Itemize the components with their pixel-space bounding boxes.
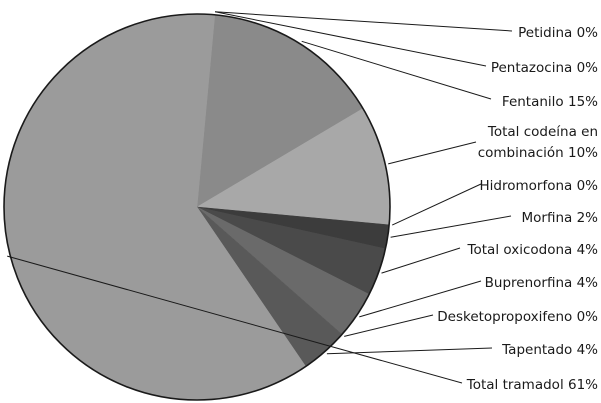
slice-label-8: Desketopropoxifeno 0% (437, 309, 598, 325)
slice-label-1: Pentazocina 0% (491, 60, 598, 76)
slice-labels: Petidina 0% Pentazocina 0% Fentanilo 15% To… (437, 25, 598, 393)
slice-label-3-line-0: Total codeína en (487, 124, 598, 140)
leader-line-6 (381, 247, 461, 274)
leader-line-2 (301, 40, 492, 100)
slice-label-2: Fentanilo 15% (502, 94, 598, 110)
leader-line-5 (390, 215, 512, 238)
leader-lines (7, 11, 513, 384)
slice-label-3-line-1: combinación 10% (478, 145, 598, 161)
slice-label-7: Buprenorfina 4% (485, 275, 599, 291)
leader-line-10 (7, 255, 463, 384)
leader-line-9 (326, 347, 493, 355)
slice-label-4: Hidromorfona 0% (480, 178, 599, 194)
slice-label-10: Total tramadol 61% (466, 377, 598, 393)
leader-line-4 (391, 183, 482, 226)
slice-label-0: Petidina 0% (518, 25, 598, 41)
pie-slices (3, 13, 391, 401)
leader-line-3 (388, 141, 477, 165)
leader-line-7 (359, 280, 482, 318)
leader-line-1 (215, 11, 487, 67)
slice-label-6: Total oxicodona 4% (467, 242, 599, 258)
slice-label-5: Morfina 2% (522, 210, 599, 226)
slice-label-9: Tapentado 4% (501, 342, 598, 358)
leader-line-8 (344, 314, 434, 337)
pie-outline (3, 13, 391, 401)
leader-line-0 (215, 11, 513, 32)
